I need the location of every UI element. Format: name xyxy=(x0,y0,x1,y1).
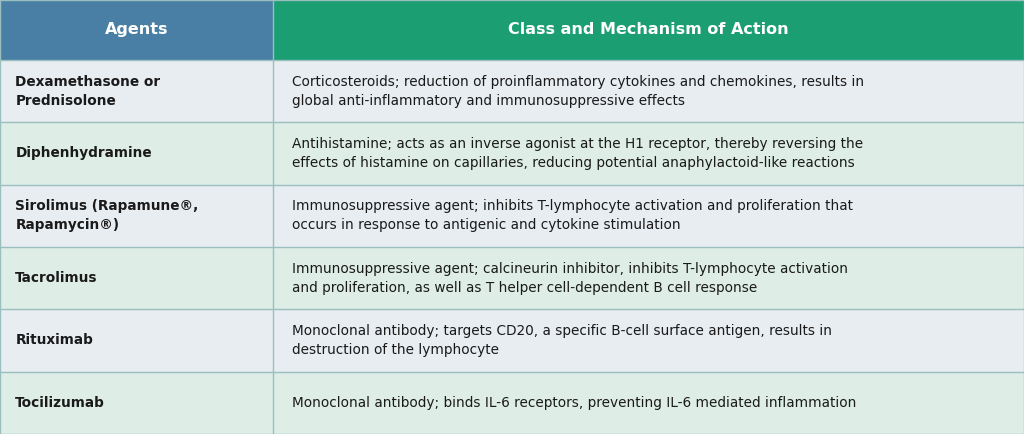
Bar xyxy=(273,0,1024,60)
Text: Diphenhydramine: Diphenhydramine xyxy=(15,146,152,161)
Bar xyxy=(0,372,273,434)
Text: Corticosteroids; reduction of proinflammatory cytokines and chemokines, results : Corticosteroids; reduction of proinflamm… xyxy=(292,75,864,108)
Bar xyxy=(0,122,273,184)
Text: Dexamethasone or
Prednisolone: Dexamethasone or Prednisolone xyxy=(15,75,161,108)
Text: Class and Mechanism of Action: Class and Mechanism of Action xyxy=(508,23,790,37)
Bar xyxy=(0,0,273,60)
Bar xyxy=(273,122,1024,184)
Bar xyxy=(273,184,1024,247)
Text: Rituximab: Rituximab xyxy=(15,333,93,348)
Text: Monoclonal antibody; targets CD20, a specific B-cell surface antigen, results in: Monoclonal antibody; targets CD20, a spe… xyxy=(292,324,831,357)
Text: Immunosuppressive agent; calcineurin inhibitor, inhibits T-lymphocyte activation: Immunosuppressive agent; calcineurin inh… xyxy=(292,262,848,295)
Bar xyxy=(273,309,1024,372)
Text: Agents: Agents xyxy=(104,23,169,37)
Text: Immunosuppressive agent; inhibits T-lymphocyte activation and proliferation that: Immunosuppressive agent; inhibits T-lymp… xyxy=(292,199,853,232)
Bar xyxy=(0,247,273,309)
Bar xyxy=(273,372,1024,434)
Text: Tocilizumab: Tocilizumab xyxy=(15,396,105,410)
Bar xyxy=(273,247,1024,309)
Bar xyxy=(0,309,273,372)
Text: Antihistamine; acts as an inverse agonist at the H1 receptor, thereby reversing : Antihistamine; acts as an inverse agonis… xyxy=(292,137,863,170)
Bar xyxy=(273,60,1024,122)
Bar xyxy=(0,184,273,247)
Text: Monoclonal antibody; binds IL-6 receptors, preventing IL-6 mediated inflammation: Monoclonal antibody; binds IL-6 receptor… xyxy=(292,396,856,410)
Bar xyxy=(0,60,273,122)
Text: Tacrolimus: Tacrolimus xyxy=(15,271,98,285)
Text: Sirolimus (Rapamune®,
Rapamycin®): Sirolimus (Rapamune®, Rapamycin®) xyxy=(15,199,199,232)
